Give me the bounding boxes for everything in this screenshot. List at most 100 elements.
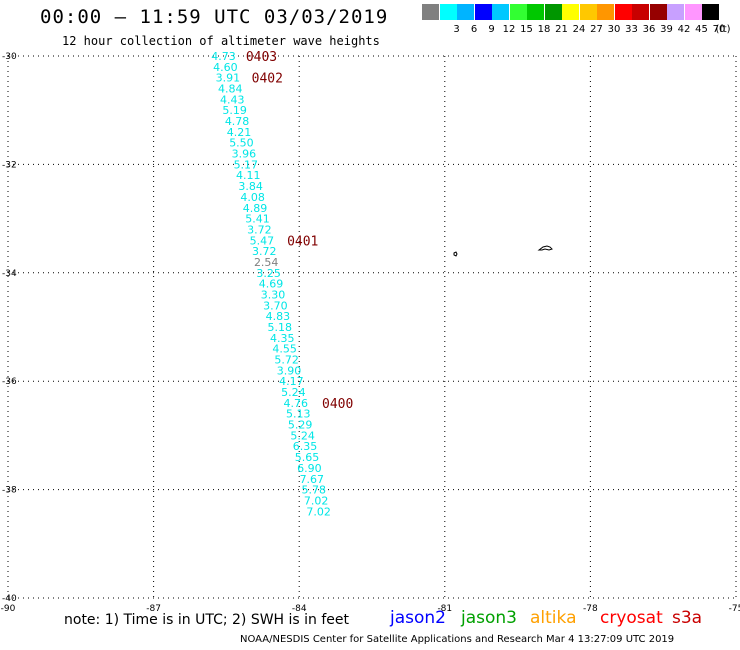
scale-swatch	[422, 4, 439, 20]
scale-label: 6	[470, 24, 478, 35]
swh-value: 4.76	[284, 397, 309, 410]
lat-label: -38	[2, 486, 17, 496]
map-subtitle: 12 hour collection of altimeter wave hei…	[62, 34, 380, 48]
swh-value: 3.30	[261, 288, 286, 301]
swh-value: 4.89	[243, 202, 268, 215]
scale-label: 27	[590, 24, 603, 35]
scale-label: 70	[712, 24, 726, 35]
island-large	[537, 245, 553, 251]
swh-value: 7.02	[304, 494, 329, 507]
scale-swatch	[614, 4, 632, 20]
swh-value: 5.72	[274, 354, 299, 367]
lat-label: -34	[2, 269, 17, 279]
swh-value: 4.69	[259, 278, 284, 291]
swh-value: 5.24	[281, 386, 306, 399]
lon-labels: -90 -87 -84 -81 -78 -75	[1, 604, 740, 614]
scale-label: 24	[572, 24, 586, 35]
swh-value: 7.02	[306, 505, 331, 518]
swh-value: 4.73	[211, 50, 236, 63]
swh-value: 4.84	[218, 83, 243, 96]
lat-label: -40	[2, 594, 17, 604]
swh-value: 3.96	[232, 148, 257, 161]
lat-label: -32	[2, 160, 17, 170]
scale-label: 12	[502, 24, 516, 35]
time-label: 0401	[287, 234, 318, 249]
time-label: 0403	[246, 50, 277, 65]
satellite-name: altika	[530, 608, 577, 628]
swh-value: 5.24	[290, 429, 315, 442]
lon-label: -75	[729, 604, 740, 614]
lon-label: -87	[146, 604, 161, 614]
swh-value: 5.78	[302, 484, 327, 497]
swh-value: 2.54	[254, 256, 279, 269]
scale-label: 15	[520, 24, 533, 35]
scale-label: 3	[453, 24, 460, 35]
grid-lines	[7, 55, 737, 599]
scale-label: 33	[625, 24, 638, 35]
scale-swatch	[562, 4, 579, 20]
swh-value: 4.60	[213, 61, 238, 74]
swh-value: 4.17	[279, 375, 304, 388]
satellite-name: cryosat	[600, 608, 663, 628]
swh-value: 4.83	[266, 310, 291, 323]
island-small	[453, 251, 458, 257]
swh-value: 3.72	[247, 223, 272, 236]
scale-swatch	[544, 4, 562, 20]
lat-labels: -30 -32 -34 -36 -38 -40	[2, 52, 17, 604]
scale-swatch	[597, 4, 614, 20]
swh-value: 5.18	[268, 321, 293, 334]
swh-value: 4.55	[272, 343, 297, 356]
scale-unit: (ft)	[715, 24, 731, 35]
scale-label: 42	[677, 24, 691, 35]
swh-value: 3.70	[263, 299, 288, 312]
satellite-name: jason2	[390, 608, 446, 628]
swh-value: 5.19	[222, 104, 247, 117]
satellite-name: s3a	[672, 608, 703, 628]
swh-value: 5.17	[234, 158, 259, 171]
scale-label: 18	[537, 24, 551, 35]
map-title: 00:00 – 11:59 UTC 03/03/2019	[40, 6, 389, 28]
scale-label: 30	[607, 24, 621, 35]
satellite-name: jason3	[461, 608, 517, 628]
swh-value: 4.78	[225, 115, 250, 128]
swh-value: 4.43	[220, 93, 245, 106]
lat-label: -30	[2, 52, 17, 62]
swh-value: 5.41	[245, 213, 270, 226]
swh-value: 6.35	[293, 440, 318, 453]
scale-swatch	[649, 4, 667, 20]
swh-value: 3.90	[277, 364, 302, 377]
time-labels: 0403 0402 0401 0400	[246, 50, 354, 412]
swh-value: 5.50	[229, 137, 254, 150]
coastline	[453, 245, 553, 257]
swh-value: 5.13	[286, 408, 311, 421]
scale-swatch	[474, 4, 492, 20]
swh-value: 3.91	[216, 72, 241, 85]
swh-value: 5.29	[288, 419, 313, 432]
scale-label: 21	[555, 24, 568, 35]
scale-label: 39	[660, 24, 673, 35]
scale-swatch	[439, 4, 457, 20]
swh-value: 4.08	[240, 191, 265, 204]
swh-value: 7.67	[300, 473, 325, 486]
scale-label: 45	[695, 24, 708, 35]
swh-value: 4.11	[236, 169, 261, 182]
lat-label: -36	[2, 377, 17, 387]
lon-label: -78	[583, 604, 598, 614]
scale-swatch	[492, 4, 509, 20]
swh-value: 5.47	[250, 234, 275, 247]
lon-label: -84	[292, 604, 307, 614]
scale-swatch	[457, 4, 474, 20]
footer-credit: NOAA/NESDIS Center for Satellite Applica…	[240, 634, 675, 645]
scale-swatch	[684, 4, 702, 20]
swh-value: 3.25	[256, 267, 281, 280]
swh-value: 3.72	[252, 245, 277, 258]
scale-swatch	[579, 4, 597, 20]
swh-value: 6.90	[297, 462, 322, 475]
swh-value: 5.65	[295, 451, 320, 464]
scale-swatch	[702, 4, 719, 20]
time-label: 0402	[252, 72, 283, 87]
time-label: 0400	[322, 397, 353, 412]
scale-swatch	[632, 4, 649, 20]
swh-value: 4.35	[270, 332, 295, 345]
